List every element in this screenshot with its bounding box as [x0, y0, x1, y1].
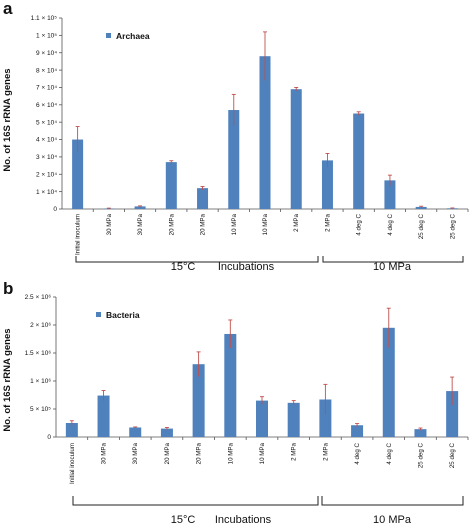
- panel-a-category-label: 20 MPa: [168, 213, 175, 235]
- panel-a-incubations-label: Incubations: [218, 261, 275, 273]
- panel-b-bar: [192, 364, 205, 437]
- panel-a-category-label: 30 MPa: [137, 213, 144, 235]
- panel-a-y-tick-label: 9 × 10⁴: [36, 50, 57, 57]
- panel-b-bar: [129, 427, 142, 437]
- panel-b-bar: [446, 391, 459, 437]
- panel-a-y-tick-label: 7 × 10⁴: [36, 85, 57, 92]
- panel-b-15c-brace: [72, 496, 319, 506]
- panel-b-15c-label: 15°C: [171, 514, 196, 526]
- panel-a-category-label: Initial inoculum: [75, 214, 82, 255]
- panel-a-y-tick-label: 5 × 10⁴: [36, 119, 57, 126]
- panel-a-category-label: 10 MPa: [262, 213, 269, 235]
- panel-b-y-tick-label: 5 × 10⁵: [30, 406, 51, 413]
- panel-b-bar: [319, 399, 332, 437]
- panel-b-letter: b: [3, 279, 13, 298]
- panel-b-bar: [256, 400, 268, 437]
- panel-a-category-label: 20 MPa: [200, 213, 207, 235]
- panel-a-bar: [165, 162, 177, 209]
- panel-a-y-tick-label: 1 × 10⁵: [36, 33, 57, 40]
- panel-a-chart: 0 1 × 10⁴ 2 × 10⁴ 3 × 10⁴ 4 × 10⁴ 5 × 10⁴ 6 × …: [31, 15, 469, 255]
- panel-b-category-label: 20 MPa: [164, 442, 171, 464]
- panel-a-category-label: 4 deg C: [387, 213, 394, 235]
- panel-b-10mpa-brace: [321, 496, 464, 506]
- panel-b-10mpa-label: 10 MPa: [373, 514, 412, 526]
- panel-a-bar: [134, 206, 146, 209]
- panel-b-category-label: 10 MPa: [259, 442, 266, 464]
- panel-a-15c-brace: [75, 256, 319, 263]
- panel-b-category-label: 30 MPa: [132, 442, 139, 464]
- panel-b-bar: [160, 428, 173, 437]
- panel-a-legend-label: Archaea: [116, 31, 150, 41]
- panel-b-category-label: 4 deg C: [354, 442, 361, 464]
- panel-a-category-label: 2 MPa: [293, 213, 300, 231]
- panel-a-10mpa-label: 10 MPa: [373, 261, 412, 273]
- panel-a-y-tick-label: 3 × 10⁴: [36, 154, 57, 161]
- panel-a-y-tick-label: 2 × 10⁴: [36, 171, 57, 178]
- panel-a-15c-label: 15°C: [171, 261, 196, 273]
- panel-a-y-tick-label: 4 × 10⁴: [36, 137, 57, 144]
- panel-b-bar: [97, 395, 110, 437]
- panel-a-bar: [290, 89, 302, 209]
- panel-b-category-label: 25 deg C: [449, 442, 456, 468]
- panel-a-bar: [72, 139, 84, 209]
- panel-b-bar: [287, 402, 300, 437]
- panel-b-bar: [224, 333, 237, 437]
- panel-b-category-label: 2 MPa: [291, 442, 298, 460]
- panel-b-legend-swatch: [96, 312, 101, 317]
- panel-b-category-label: 20 MPa: [196, 442, 203, 464]
- panel-b-bar: [414, 429, 427, 437]
- panel-b-chart: 0 5 × 10⁵ 1 × 10⁶ 1.5 × 10⁶ 2 × 10⁶ 2.5 × 10⁶…: [25, 294, 469, 484]
- panel-b-bar: [382, 327, 395, 437]
- panel-a-bar: [353, 113, 365, 209]
- panel-a-y-tick-label: 0: [53, 206, 57, 213]
- panel-a-y-tick-label: 1.1 × 10⁵: [31, 15, 58, 22]
- panel-b-y-tick-label: 1 × 10⁶: [30, 378, 51, 385]
- panel-a-bar: [415, 206, 427, 209]
- panel-a-bar: [197, 188, 209, 209]
- panel-a-y-tick-label: 8 × 10⁴: [36, 67, 57, 74]
- panel-a-legend-swatch: [106, 33, 111, 38]
- panel-a-category-label: 4 deg C: [356, 213, 363, 235]
- panel-a-bar: [228, 110, 240, 209]
- panel-b-bar: [65, 423, 78, 437]
- panel-a-y-axis-label: No. of 16S rRNA genes: [2, 68, 13, 171]
- panel-a-letter: a: [3, 0, 13, 18]
- panel-b-y-tick-label: 2.5 × 10⁶: [25, 294, 52, 301]
- panel-b-y-tick-label: 0: [47, 434, 51, 441]
- panel-a-category-label: 10 MPa: [231, 213, 238, 235]
- panel-b-incubations-label: Incubations: [215, 514, 272, 526]
- panel-a-category-label: 30 MPa: [106, 213, 113, 235]
- panel-b-bar: [351, 425, 364, 437]
- panel-a-bar: [259, 56, 271, 210]
- panel-a-category-label: 25 deg C: [418, 213, 425, 239]
- panel-b-category-label: 4 deg C: [386, 442, 393, 464]
- panel-b-category-label: 2 MPa: [322, 442, 329, 460]
- panel-b-y-tick-label: 2 × 10⁶: [30, 322, 51, 329]
- panel-b-category-label: 10 MPa: [227, 442, 234, 464]
- panel-b-category-label: 30 MPa: [101, 442, 108, 464]
- panel-b-category-label: Initial inoculum: [69, 443, 76, 484]
- panel-b-category-label: 25 deg C: [417, 442, 424, 468]
- panel-a-10mpa-brace: [322, 256, 464, 263]
- panel-a-category-label: 2 MPa: [324, 213, 331, 231]
- panel-a-y-tick-label: 6 × 10⁴: [36, 102, 57, 109]
- panel-a-bar: [384, 180, 396, 209]
- panel-b-legend-label: Bacteria: [106, 310, 140, 320]
- panel-a-bar: [321, 160, 333, 209]
- panel-b-y-axis-label: No. of 16S rRNA genes: [2, 328, 13, 431]
- panel-b-y-tick-label: 1.5 × 10⁶: [25, 350, 52, 357]
- panel-a-category-label: 25 deg C: [449, 213, 456, 239]
- panel-a-y-tick-label: 1 × 10⁴: [36, 189, 57, 196]
